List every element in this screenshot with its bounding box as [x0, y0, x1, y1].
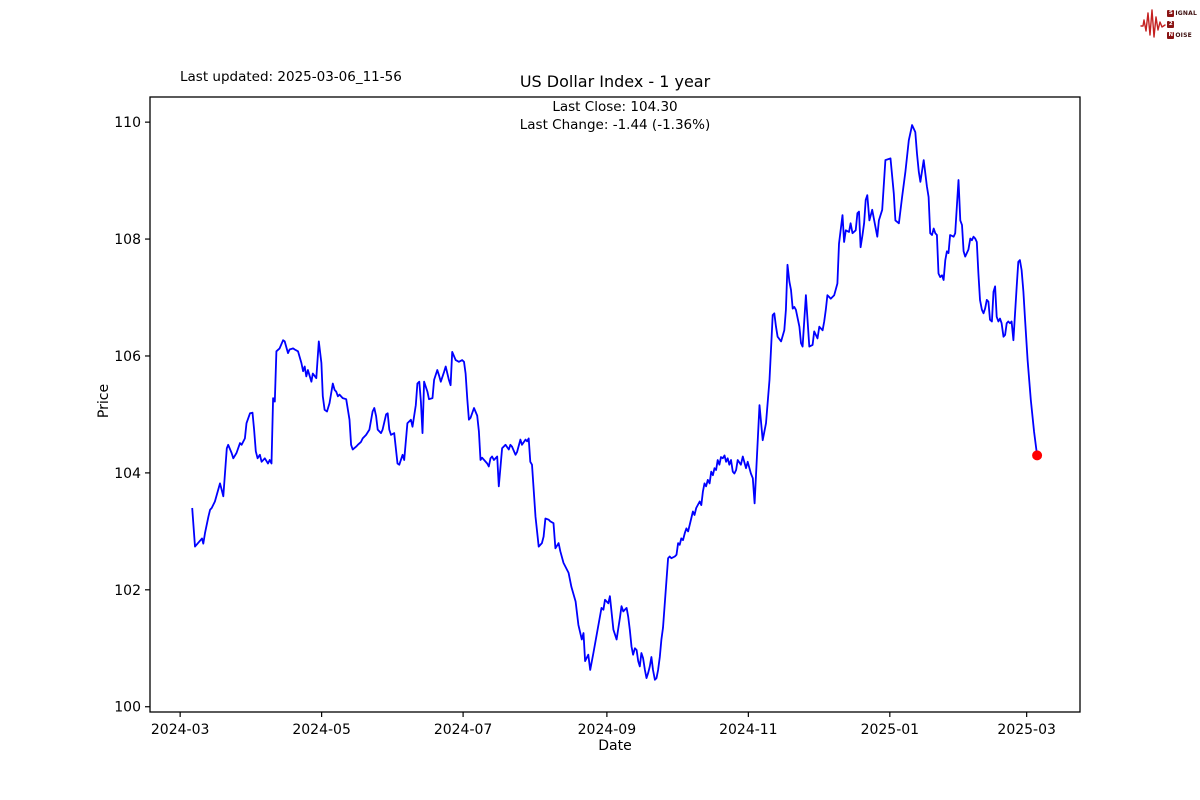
waveform-icon [1140, 9, 1167, 38]
x-axis-label: Date [598, 738, 632, 754]
chart-title: US Dollar Index - 1 year [519, 72, 711, 91]
subtitle-last-change: Last Change: -1.44 (-1.36%) [519, 116, 711, 133]
x-tick-label: 2024-05 [292, 722, 351, 738]
y-tick-label: 104 [114, 466, 141, 482]
x-tick-label: 2025-01 [861, 722, 920, 738]
logo-letterbox-s: S [1167, 9, 1175, 17]
x-tick-label: 2025-03 [997, 722, 1056, 738]
logo-row-noise: N OISE [1167, 31, 1192, 39]
y-axis-label: Price [96, 383, 112, 419]
x-tick-label: 2024-11 [719, 722, 778, 738]
logo-row-2: 2 [1167, 19, 1197, 30]
price-line [191, 124, 1038, 681]
logo-row-signal: S IGNAL [1167, 9, 1197, 17]
y-tick-label: 100 [114, 700, 141, 716]
x-tick-label: 2024-09 [578, 722, 637, 738]
subtitle-last-close: Last Close: 104.30 [552, 99, 678, 115]
y-tick-label: 108 [114, 232, 141, 248]
x-tick-label: 2024-07 [434, 722, 493, 738]
logo-letterbox-n: N [1167, 31, 1175, 39]
last-close-marker [1032, 450, 1043, 461]
y-tick-label: 106 [114, 349, 141, 365]
x-tick-label: 2024-03 [151, 722, 210, 738]
y-tick-label: 110 [114, 115, 141, 131]
y-tick-label: 102 [114, 583, 141, 599]
logo-letterbox-2: 2 [1167, 20, 1175, 28]
chart-subtitle: Last Close: 104.30 Last Change: -1.44 (-… [150, 99, 1080, 134]
last-updated-text: Last updated: 2025-03-06_11-56 [180, 69, 402, 85]
plot-border [149, 96, 1081, 713]
logo-text: S IGNAL 2 N OISE [1167, 8, 1197, 41]
signal2noise-logo: S IGNAL 2 N OISE [1140, 7, 1197, 41]
